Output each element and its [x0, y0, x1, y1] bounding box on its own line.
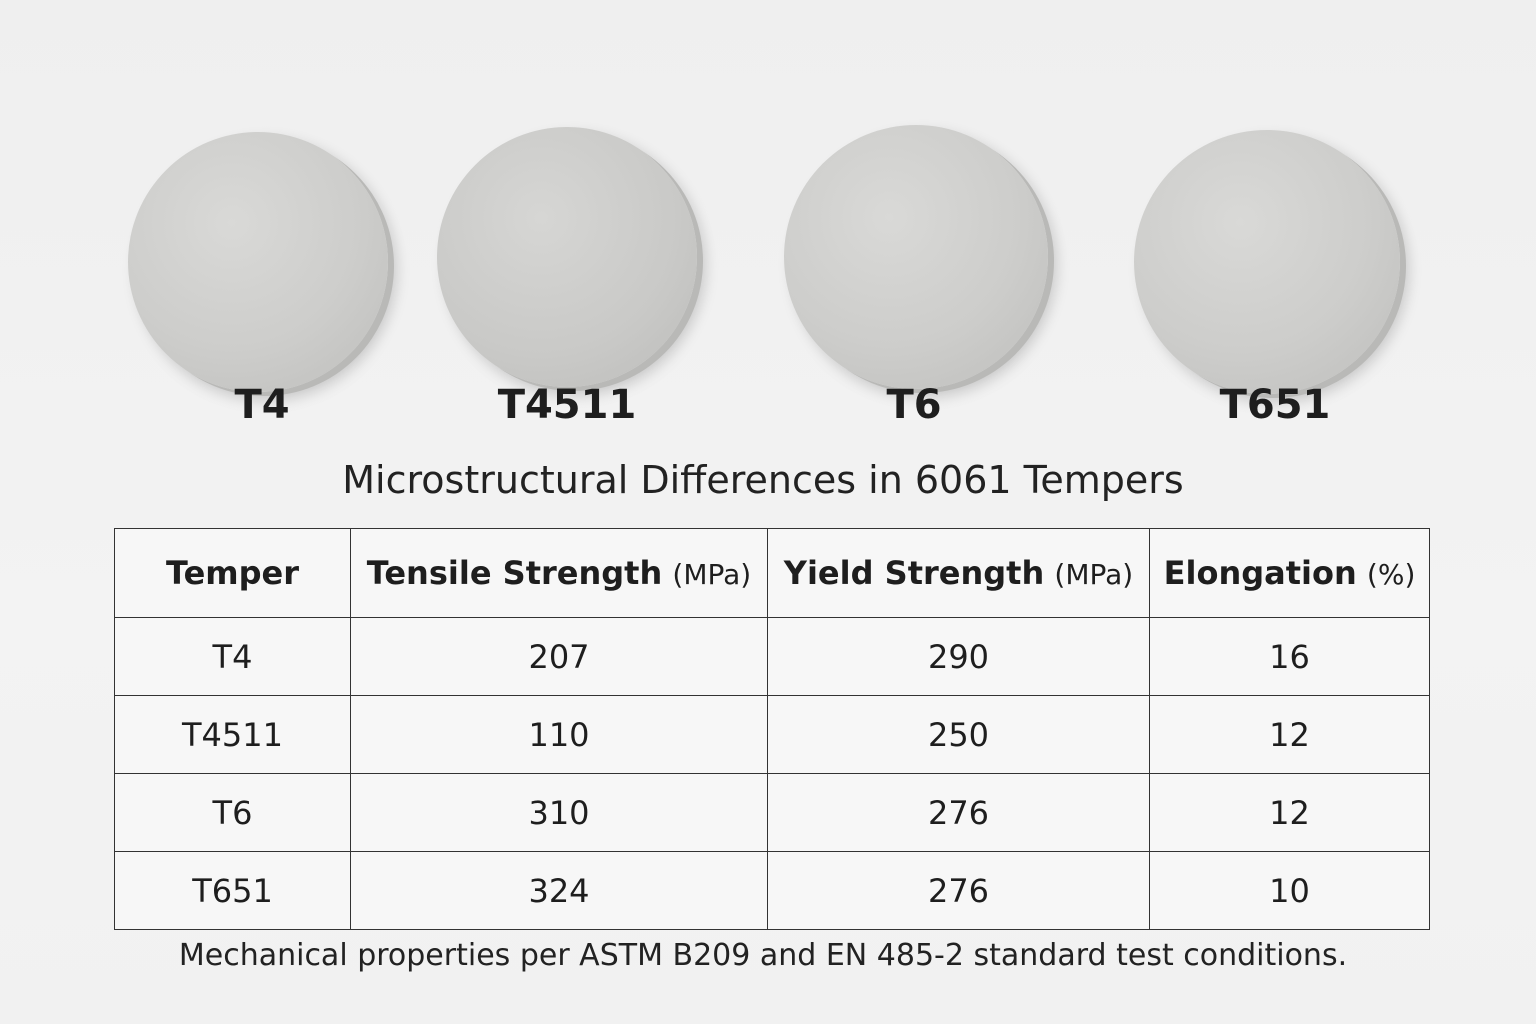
column-header: Yield Strength (MPa) [767, 528, 1150, 618]
cell: T651 [114, 851, 351, 930]
sample-label: T6 [886, 382, 942, 428]
cell: 310 [350, 773, 768, 852]
table-row: T651 324 276 10 [114, 851, 1430, 930]
sample-disc-t4511 [437, 127, 697, 387]
table-row: T4 207 290 16 [114, 617, 1430, 696]
column-header: Elongation (%) [1149, 528, 1430, 618]
cell: 207 [350, 617, 768, 696]
sample-disc-t4 [128, 132, 388, 392]
properties-table: Temper Tensile Strength (MPa) Yield Stre… [114, 528, 1430, 930]
sample-disc-t651 [1134, 130, 1400, 394]
cell: 324 [350, 851, 768, 930]
table-row: T6 310 276 12 [114, 773, 1430, 852]
table-header-row: Temper Tensile Strength (MPa) Yield Stre… [114, 528, 1430, 618]
cell: T6 [114, 773, 351, 852]
column-header: Tensile Strength (MPa) [350, 528, 768, 618]
footnote: Mechanical properties per ASTM B209 and … [178, 938, 1348, 973]
cell: T4 [114, 617, 351, 696]
cell: 12 [1149, 773, 1430, 852]
sample-disc-t6 [784, 125, 1048, 389]
cell: 10 [1149, 851, 1430, 930]
page-title: Microstructural Differences in 6061 Temp… [342, 458, 1184, 502]
table-row: T4511 110 250 12 [114, 695, 1430, 774]
cell: 276 [767, 773, 1150, 852]
sample-label: T651 [1219, 382, 1331, 428]
cell: 276 [767, 851, 1150, 930]
cell: 16 [1149, 617, 1430, 696]
column-header: Temper [114, 528, 351, 618]
cell: 12 [1149, 695, 1430, 774]
cell: T4511 [114, 695, 351, 774]
cell: 110 [350, 695, 768, 774]
cell: 290 [767, 617, 1150, 696]
sample-label: T4 [234, 382, 290, 428]
sample-label: T4511 [497, 382, 637, 428]
cell: 250 [767, 695, 1150, 774]
